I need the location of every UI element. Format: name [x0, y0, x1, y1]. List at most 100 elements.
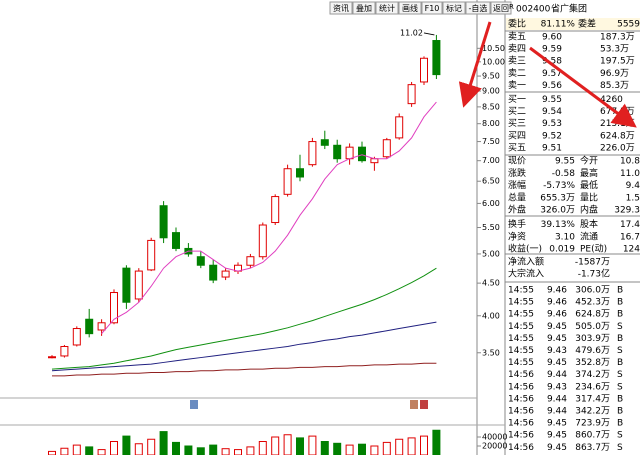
stat-label: 流通 — [580, 230, 598, 242]
tick-volume: 303.9万 — [575, 334, 610, 344]
volume-bar — [370, 445, 379, 455]
ratio-cell: 81.11% — [541, 20, 576, 30]
stat-value: 39.13% — [541, 220, 576, 230]
tick-volume: 306.0万 — [575, 286, 610, 296]
toolbar-button[interactable] — [465, 1, 491, 15]
tick-time: 14:55 — [508, 310, 534, 320]
indicator-icon[interactable] — [420, 400, 428, 409]
flow-label: 净流入额 — [508, 256, 544, 268]
candle-body — [172, 232, 180, 249]
tick-time: 14:56 — [508, 419, 534, 429]
code-prefix: R — [509, 3, 514, 11]
stat-label: 最低 — [580, 179, 598, 191]
candle-body — [308, 141, 317, 166]
stat-value: 9.4 — [626, 181, 640, 191]
candle-body — [271, 196, 280, 224]
tick-side: S — [617, 346, 623, 356]
volume-bar — [134, 443, 143, 455]
toolbar-button[interactable] — [375, 1, 399, 15]
book-label: 卖四 — [508, 44, 526, 55]
stat-label: 外盘 — [508, 204, 526, 216]
stat-value: -0.58 — [552, 169, 576, 179]
indicator-icon[interactable] — [410, 400, 418, 409]
tick-price: 9.45 — [547, 431, 567, 441]
toolbar-label[interactable]: 标记 — [446, 3, 462, 13]
toolbar-button[interactable] — [329, 1, 353, 15]
tick-side: B — [617, 310, 623, 320]
tick-price: 9.44 — [547, 407, 567, 417]
candle-body — [72, 328, 81, 346]
tick-volume: 505.0万 — [575, 322, 610, 332]
candle-body — [358, 146, 366, 162]
toolbar-button[interactable] — [398, 1, 422, 15]
book-volume: 4260 — [600, 95, 623, 105]
stat-value: 9.55 — [555, 157, 575, 167]
ma-line — [52, 362, 437, 377]
toolbar-button[interactable] — [352, 1, 376, 15]
candle-body — [60, 346, 69, 357]
candle-body — [85, 318, 94, 335]
volume-tick-label: 40000 — [482, 433, 507, 442]
stock-name: 省广集团 — [551, 3, 587, 15]
volume-bar — [72, 444, 81, 455]
volume-bar — [407, 437, 416, 455]
y-tick-label: 10.50 — [482, 44, 505, 53]
stat-value: 1.5 — [626, 193, 640, 203]
volume-tick-label: 20000 — [482, 442, 507, 451]
y-tick-label: 6.00 — [482, 199, 500, 208]
volume-bar — [283, 434, 292, 455]
toolbar-label[interactable]: 叠加 — [356, 3, 372, 13]
annotation-leader — [423, 32, 435, 36]
toolbar-label[interactable]: 返回 — [493, 4, 509, 13]
toolbar-label[interactable]: 统计 — [379, 3, 395, 13]
volume-bar — [234, 449, 242, 455]
tick-price: 9.46 — [547, 310, 567, 320]
stat-value: 11.0 — [620, 169, 640, 179]
toolbar-button[interactable] — [490, 1, 512, 15]
tick-time: 14:56 — [508, 370, 534, 380]
toolbar-label[interactable]: 资讯 — [333, 3, 349, 13]
book-volume: 53.3万 — [600, 45, 629, 55]
indicator-icon[interactable] — [190, 400, 198, 409]
toolbar-label[interactable]: F10 — [425, 4, 440, 13]
ratio-cell: 委比 — [508, 18, 526, 30]
tick-time: 14:55 — [508, 298, 534, 308]
ratio-cell: 5559 — [617, 20, 640, 30]
book-price: 9.58 — [542, 57, 562, 67]
stat-label: 股本 — [580, 218, 598, 230]
ma-line — [101, 101, 437, 334]
book-price: 9.59 — [542, 45, 562, 55]
volume-bar — [395, 438, 404, 455]
toolbar-button[interactable] — [421, 1, 443, 15]
y-tick-label: 3.50 — [482, 348, 500, 357]
stat-value: 329.3 — [614, 206, 640, 216]
toolbar-button[interactable] — [442, 1, 466, 15]
book-volume: 85.3万 — [600, 81, 629, 91]
stat-label: 涨跌 — [508, 168, 526, 179]
y-tick-label: 8.50 — [482, 102, 500, 111]
tick-price: 9.45 — [547, 419, 567, 429]
candle-body — [97, 322, 106, 331]
tick-volume: 452.3万 — [575, 298, 610, 308]
volume-bar — [308, 435, 317, 455]
candle-body — [122, 267, 131, 303]
toolbar-label[interactable]: 画线 — [402, 3, 418, 13]
candle-body — [283, 168, 292, 195]
volume-bar — [196, 447, 205, 455]
book-price: 9.51 — [542, 143, 562, 153]
tick-price: 9.45 — [547, 358, 567, 368]
flow-label: 大宗流入 — [508, 268, 544, 280]
y-tick-label: 9.50 — [482, 72, 500, 81]
tick-side: B — [617, 298, 623, 308]
arrow — [458, 21, 492, 108]
toolbar-label[interactable]: -自选 — [469, 3, 488, 13]
flow-value: -1587万 — [575, 258, 610, 268]
y-tick-label: 9.00 — [482, 87, 500, 96]
tick-time: 14:55 — [508, 346, 534, 356]
tick-price: 9.44 — [547, 370, 567, 380]
tick-price: 9.45 — [547, 443, 567, 453]
book-volume: 624.8万 — [600, 131, 635, 141]
high-annotation: 11.02 — [400, 28, 423, 37]
candle-body — [395, 116, 404, 139]
